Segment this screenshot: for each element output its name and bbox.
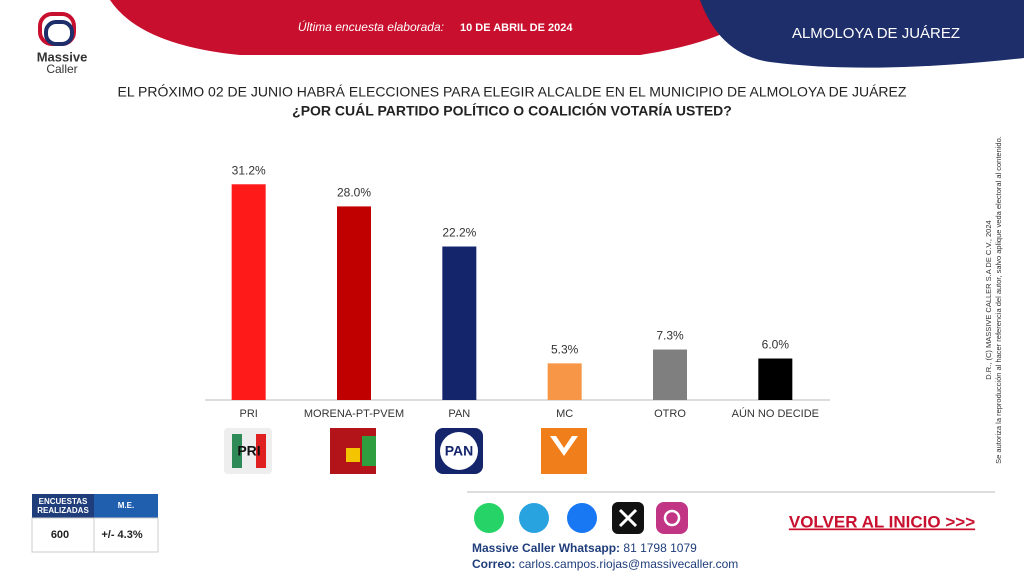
x-tick-label: OTRO [654, 408, 686, 420]
email-label: Correo: [472, 557, 515, 571]
region-band [700, 0, 1024, 68]
email-label: Correo: carlos.campos.riojas@massivecall… [472, 557, 738, 571]
whatsapp-icon[interactable] [474, 503, 504, 533]
copyright: D.R., (C) MASSIVE CALLER S.A DE C.V., 20… [984, 220, 993, 379]
pri-logo-text: PRI [237, 443, 260, 459]
pan-logo-text: PAN [445, 443, 474, 459]
whatsapp-label: Massive Caller Whatsapp: [472, 541, 620, 555]
value-label: 5.3% [551, 343, 579, 357]
logo-icon [44, 20, 74, 46]
email: carlos.campos.riojas@massivecaller.com [519, 557, 739, 571]
whatsapp-number: 81 1798 1079 [623, 541, 697, 555]
table-cell: 600 [51, 529, 69, 541]
table-cell: +/- 4.3% [101, 529, 142, 541]
pri-logo [256, 434, 266, 468]
header-band [110, 0, 770, 55]
morena-logo [362, 436, 376, 466]
value-label: 22.2% [442, 226, 476, 240]
instagram-icon[interactable] [656, 502, 688, 534]
x-tick-label: PRI [239, 408, 257, 420]
bar [231, 184, 266, 400]
chart-subtitle: ¿POR CUÁL PARTIDO POLÍTICO O COALICIÓN V… [292, 102, 732, 119]
morena-logo [346, 448, 360, 462]
table-header-text: M.E. [118, 501, 134, 510]
region: ALMOLOYA DE JUÁREZ [792, 25, 960, 42]
bar [758, 358, 793, 400]
home-button[interactable]: VOLVER AL INICIO >>> [789, 512, 975, 531]
survey-date: 10 DE ABRIL DE 2024 [460, 22, 573, 34]
table-row [31, 517, 159, 553]
x-tick-label: AÚN NO DECIDE [732, 407, 819, 420]
survey-label: Última encuesta elaborada: [298, 19, 444, 34]
pan-logo [440, 432, 478, 470]
bar [653, 349, 687, 400]
bar [547, 363, 582, 400]
instagram-icon [663, 509, 681, 527]
logo-text: Massive [37, 49, 88, 64]
x-icon [618, 508, 638, 528]
notice: Se autoriza la reproducción al hacer ref… [994, 136, 1003, 464]
value-label: 6.0% [762, 338, 790, 352]
x-tick-label: MORENA-PT-PVEM [304, 408, 404, 420]
chart-title: EL PRÓXIMO 02 DE JUNIO HABRÁ ELECCIONES … [118, 84, 907, 100]
value-label: 7.3% [656, 329, 684, 343]
x-tick-label: PAN [448, 408, 470, 420]
bar [337, 206, 371, 400]
x-tick-label: MC [556, 408, 573, 420]
pri-logo [232, 434, 242, 468]
telegram-icon[interactable] [519, 503, 549, 533]
logo-text: Caller [46, 62, 77, 76]
mc-logo [550, 436, 578, 456]
value-label: 31.2% [232, 163, 266, 177]
whatsapp-label: Massive Caller Whatsapp: 81 1798 1079 [472, 541, 697, 555]
value-label: 28.0% [337, 186, 371, 200]
bar [442, 246, 477, 400]
table-header [32, 494, 94, 518]
facebook-icon[interactable] [567, 503, 597, 533]
table-header-cell: ENCUESTAS REALIZADAS [37, 497, 89, 515]
table-header-text: ENCUESTAS REALIZADAS [37, 497, 89, 515]
table-header [94, 494, 158, 518]
